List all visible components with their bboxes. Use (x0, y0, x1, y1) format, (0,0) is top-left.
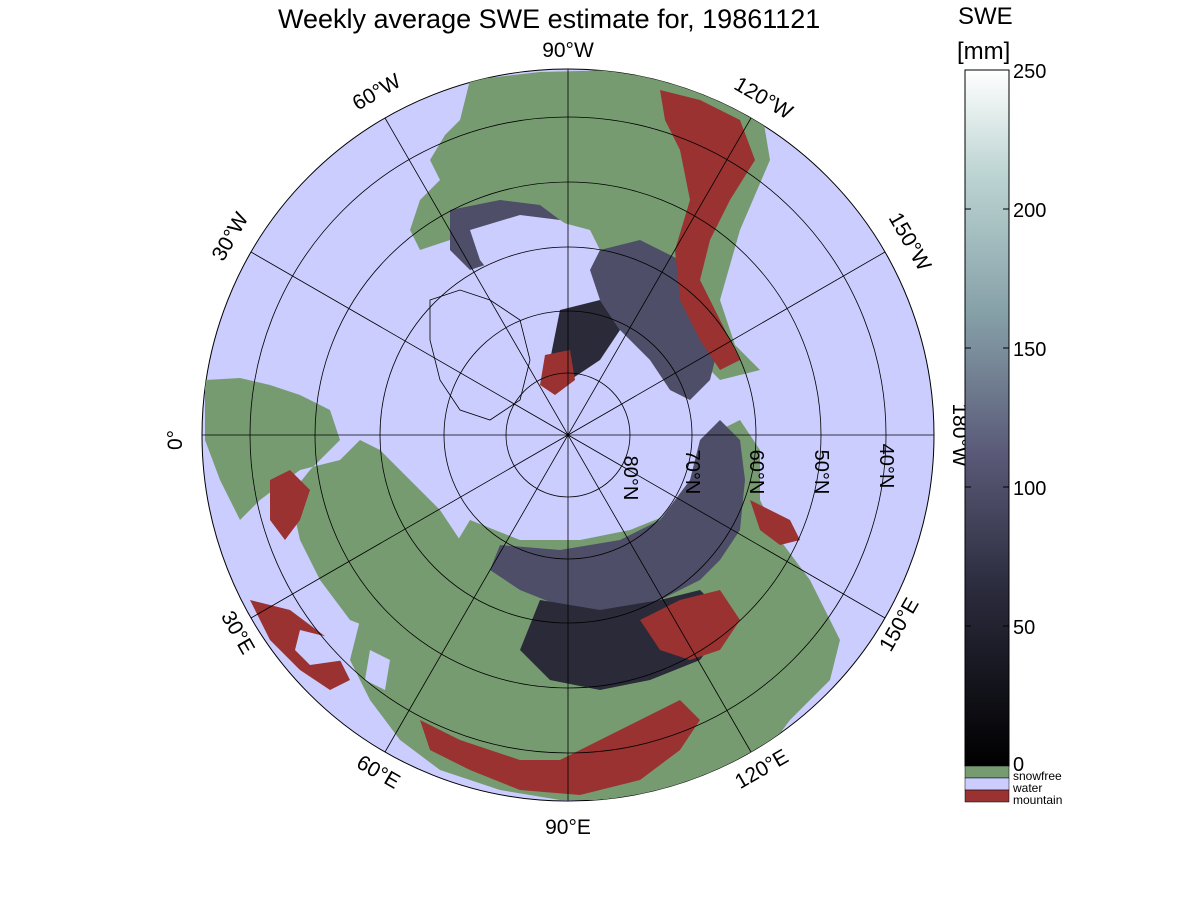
colorbar-label-snowfree: snowfree (1013, 769, 1062, 783)
lat-label-50n: 50°N (810, 450, 832, 495)
colorbar-ticks (965, 69, 1009, 627)
land-greenland (429, 289, 531, 421)
lat-label-70n: 70°N (681, 450, 703, 495)
water-caspian (365, 650, 390, 690)
lat-label-40n: 40°N (875, 444, 897, 489)
lon-label-90e: 90°E (545, 816, 591, 839)
lat-label-80n: 80°N (619, 456, 641, 501)
colorbar-tick-200: 200 (1013, 200, 1046, 222)
lon-label-90w: 90°W (542, 39, 594, 62)
colorbar-tick-100: 100 (1013, 478, 1046, 500)
mountain-rockies (660, 90, 755, 370)
snow-siberia (490, 420, 745, 610)
colorbar-tick-0: 0 (1013, 754, 1024, 776)
lon-label-60w: 60°W (349, 69, 405, 115)
colorbar-tick-150: 150 (1013, 339, 1046, 361)
colorbar-label-water: water (1012, 781, 1042, 795)
colorbar-label-mountain: mountain (1013, 793, 1062, 807)
colorbar-tick-50: 50 (1013, 617, 1035, 639)
colorbar-water-swatch (964, 777, 1010, 791)
mountain-central-asia (420, 700, 700, 795)
colorbar: 250 200 150 100 50 0 snowfree water moun… (964, 61, 1062, 807)
colorbar-mountain-swatch (964, 789, 1010, 803)
mountain-kamchatka (750, 500, 800, 545)
water-black-sea (295, 630, 345, 665)
lat-label-60n: 60°N (745, 450, 767, 495)
colorbar-unit: [mm] (957, 38, 1011, 65)
graticule (202, 69, 934, 801)
mountain-east-siberia (640, 590, 740, 660)
colorbar-title: SWE (958, 3, 1013, 30)
lon-label-30w: 30°W (208, 209, 254, 265)
water-hudson-bay (470, 215, 590, 290)
meridian-150w-30e (250, 251, 886, 619)
colorbar-tick-250: 250 (1013, 61, 1046, 83)
map-title: Weekly average SWE estimate for, 1986112… (278, 4, 821, 34)
lon-label-0: 0° (164, 430, 187, 450)
colorbar-snowfree-swatch (964, 765, 1010, 779)
mountain-ellesmere (540, 350, 575, 395)
land-layer (205, 70, 840, 800)
colorbar-gradient (964, 69, 1010, 767)
mountain-scandinavia (270, 470, 310, 540)
